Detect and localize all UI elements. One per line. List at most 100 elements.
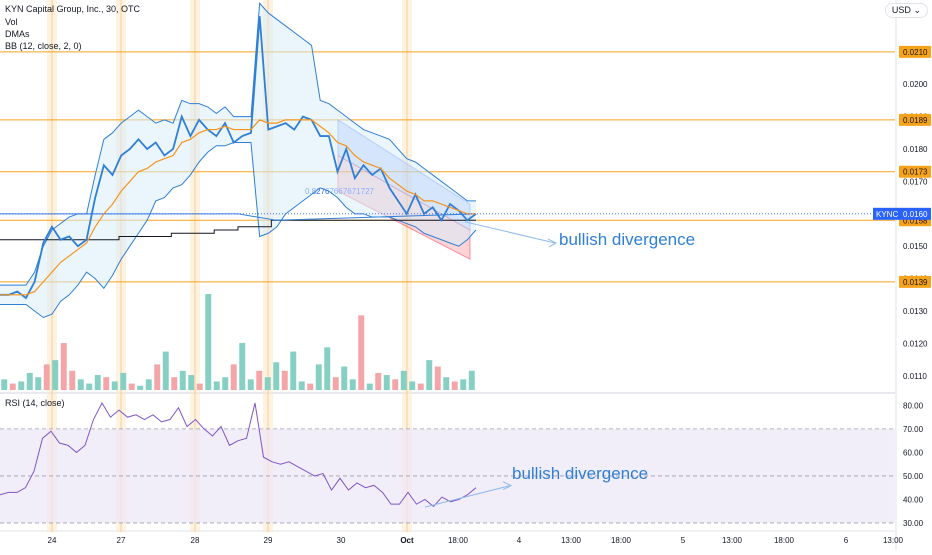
volume-bar xyxy=(383,375,390,390)
price-line xyxy=(0,16,477,300)
volume-bar xyxy=(128,383,135,390)
volume-bar xyxy=(154,364,161,390)
time-tick-label: 27 xyxy=(117,536,126,545)
volume-bar xyxy=(417,383,424,390)
price-tick-label: 0.0150 xyxy=(903,242,928,251)
indicator-dmas[interactable]: DMAs xyxy=(5,29,30,39)
volume-bar xyxy=(69,370,76,390)
level-tag-label: 0.0173 xyxy=(903,168,928,177)
currency-selector[interactable]: USD ⌄ xyxy=(884,3,928,18)
volume-bar xyxy=(179,370,186,390)
annotation-price: bullish divergence xyxy=(559,230,695,249)
volume-bar xyxy=(341,366,348,390)
volume-bar xyxy=(111,381,118,390)
rsi-tick-label: 50.00 xyxy=(903,472,924,481)
volume-bar xyxy=(468,370,475,390)
dma-lines xyxy=(0,213,477,241)
arrow-head-icon xyxy=(547,238,558,248)
time-tick-label: 13:00 xyxy=(561,536,582,545)
volume-bar xyxy=(281,370,288,390)
rsi-title[interactable]: RSI (14, close) xyxy=(5,398,65,408)
price-tick-label: 0.0180 xyxy=(903,145,928,154)
price-tick-label: 0.0170 xyxy=(903,177,928,186)
level-tag xyxy=(899,165,931,178)
time-tick-label: 18:00 xyxy=(774,536,795,545)
volume-bar xyxy=(290,351,297,390)
time-tick-label: 24 xyxy=(48,536,57,545)
moving-average-line xyxy=(0,119,476,296)
volume-bar xyxy=(43,364,50,390)
level-tag-label: 0.0139 xyxy=(903,278,928,287)
volume-bar xyxy=(375,372,382,390)
volume-bar xyxy=(162,351,169,390)
volume-bar xyxy=(273,362,280,390)
time-tick-label: 5 xyxy=(681,536,686,545)
indicator-bb[interactable]: BB (12, close, 2, 0) xyxy=(5,41,82,51)
rsi-tick-label: 80.00 xyxy=(903,401,924,410)
annotations: bullish divergence xyxy=(464,221,695,249)
time-axis: 24 27 28 29 30 Oct 18:00 4 13:00 18:00 5 13:00 18:00… xyxy=(48,536,904,545)
price-axis: 0.01100.01200.01300.01400.01500.01600.01… xyxy=(0,45,931,528)
volume-bar xyxy=(86,383,93,390)
rsi-pane: bullish divergence xyxy=(0,402,895,524)
volume-bar xyxy=(1,379,8,390)
dma-line-2 xyxy=(0,213,477,221)
volume-bar xyxy=(35,377,42,390)
volume-bar xyxy=(307,383,314,390)
rsi-tick-label: 30.00 xyxy=(903,519,924,528)
time-tick-label: 29 xyxy=(264,536,273,545)
time-tick-label: 30 xyxy=(337,536,346,545)
price-tick-label: 0.0120 xyxy=(903,339,928,348)
volume-bars xyxy=(1,294,475,390)
volume-bar xyxy=(451,381,458,390)
volume-bar xyxy=(52,360,59,390)
time-tick-label: 13:00 xyxy=(722,536,743,545)
volume-bar xyxy=(77,379,84,390)
indicator-vol[interactable]: Vol xyxy=(5,17,18,27)
bb-lower xyxy=(0,142,477,319)
ticker-symbol: KYNC xyxy=(876,210,898,219)
symbol-title[interactable]: KYN Capital Group, Inc., 30, OTC xyxy=(5,4,141,14)
volume-bar xyxy=(247,379,254,390)
volume-bar xyxy=(188,375,195,390)
volume-bar xyxy=(434,366,441,390)
price-tick-label: 0.0130 xyxy=(903,307,928,316)
rsi-tick-label: 40.00 xyxy=(903,495,924,504)
volume-bar xyxy=(239,343,246,390)
volume-bar xyxy=(230,364,237,390)
currency-label: USD xyxy=(891,5,911,15)
volume-bar xyxy=(460,379,467,390)
price-tick-label: 0.0110 xyxy=(903,372,927,381)
volume-bar xyxy=(264,377,271,390)
level-tag xyxy=(899,113,931,126)
rsi-tick-label: 60.00 xyxy=(903,448,924,457)
volume-bar xyxy=(137,385,144,390)
divergence-arrow xyxy=(464,221,556,244)
volume-bar xyxy=(94,375,101,390)
level-tag-label: 0.0210 xyxy=(903,48,928,57)
volume-bar xyxy=(171,377,178,390)
rsi-line xyxy=(0,402,477,508)
volume-bar xyxy=(358,315,365,390)
volume-bar xyxy=(222,377,229,390)
volume-bar xyxy=(26,372,33,390)
volume-bar xyxy=(392,379,399,390)
volume-bar xyxy=(120,372,127,390)
ticker-price: 0.0160 xyxy=(903,210,928,219)
volume-bar xyxy=(400,370,407,390)
level-tag xyxy=(899,45,931,58)
volume-bar xyxy=(426,360,433,390)
time-tick-label: 28 xyxy=(191,536,200,545)
volume-bar xyxy=(9,383,16,390)
volume-bar xyxy=(349,379,356,390)
volume-bar xyxy=(103,377,110,390)
rsi-tick-label: 70.00 xyxy=(903,425,924,434)
time-tick-label: Oct xyxy=(400,536,414,545)
volume-bar xyxy=(256,370,263,390)
volume-bar xyxy=(298,381,305,390)
time-tick-label: 13:00 xyxy=(883,536,904,545)
volume-bar xyxy=(443,377,450,390)
level-tag-label: 0.0189 xyxy=(903,116,928,125)
